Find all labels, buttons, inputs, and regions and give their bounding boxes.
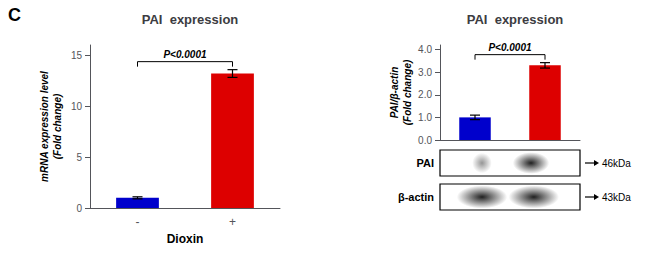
svg-text:PAI expression: PAI expression [142,12,239,27]
svg-text:Dioxin: Dioxin [167,232,204,246]
svg-text:2.0: 2.0 [418,89,432,100]
svg-text:-: - [136,215,140,229]
svg-text:46kDa: 46kDa [602,158,631,169]
svg-text:43kDa: 43kDa [602,192,631,203]
svg-text:3.0: 3.0 [418,67,432,78]
svg-text:15: 15 [71,50,83,61]
svg-text:5: 5 [76,152,82,163]
svg-text:P<0.0001: P<0.0001 [163,49,207,60]
svg-text:PAI: PAI [416,157,434,169]
svg-text:0.0: 0.0 [418,135,432,146]
svg-text:C: C [8,5,21,25]
svg-text:PAI/β-actin: PAI/β-actin [389,67,400,119]
svg-text:4.0: 4.0 [418,44,432,55]
svg-text:0: 0 [76,203,82,214]
svg-text:mRNA expression level: mRNA expression level [39,71,50,182]
svg-text:β-actin: β-actin [398,191,434,203]
svg-text:P<0.0001: P<0.0001 [488,42,532,53]
svg-text:+: + [229,215,236,229]
svg-text:10: 10 [71,101,83,112]
svg-text:(Fold change): (Fold change) [52,93,63,159]
svg-text:PAI expression: PAI expression [467,12,564,27]
svg-text:(Fold change): (Fold change) [402,59,413,125]
svg-text:1.0: 1.0 [418,112,432,123]
